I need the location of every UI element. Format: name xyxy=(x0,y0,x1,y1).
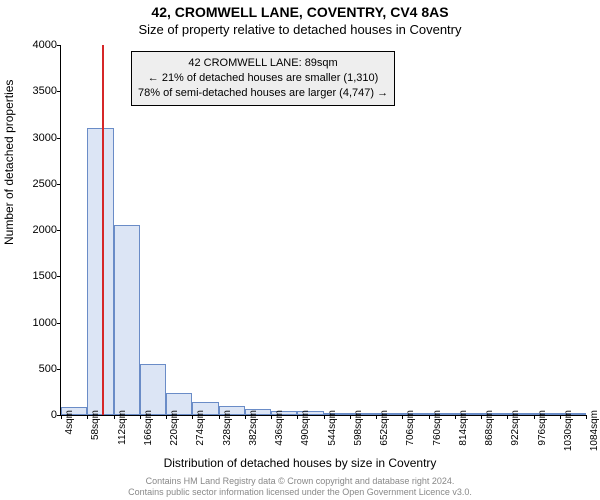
x-tick-label: 112sqm xyxy=(117,410,128,445)
x-tick-mark xyxy=(245,415,246,419)
x-tick-mark xyxy=(481,415,482,419)
x-tick-label: 544sqm xyxy=(327,410,338,446)
y-tick-label: 500 xyxy=(23,363,57,375)
x-tick-label: 490sqm xyxy=(300,410,311,446)
x-tick-mark xyxy=(192,415,193,419)
x-tick-mark xyxy=(114,415,115,419)
x-tick-mark xyxy=(376,415,377,419)
x-tick-mark xyxy=(429,415,430,419)
y-tick-mark xyxy=(57,138,61,139)
y-tick-mark xyxy=(57,91,61,92)
x-tick-mark xyxy=(166,415,167,419)
x-tick-mark xyxy=(586,415,587,419)
footer-line1: Contains HM Land Registry data © Crown c… xyxy=(0,476,600,487)
x-axis-label: Distribution of detached houses by size … xyxy=(0,456,600,470)
x-tick-mark xyxy=(324,415,325,419)
x-tick-mark xyxy=(87,415,88,419)
x-tick-mark xyxy=(455,415,456,419)
x-tick-mark xyxy=(350,415,351,419)
x-tick-label: 652sqm xyxy=(379,410,390,446)
y-tick-label: 1500 xyxy=(23,270,57,282)
x-tick-label: 1030sqm xyxy=(563,410,574,451)
x-tick-mark xyxy=(534,415,535,419)
x-tick-label: 436sqm xyxy=(274,410,285,446)
y-tick-mark xyxy=(57,276,61,277)
x-tick-mark xyxy=(560,415,561,419)
plot-area: 42 CROMWELL LANE: 89sqm ← 21% of detache… xyxy=(60,45,586,416)
y-tick-label: 4000 xyxy=(23,39,57,51)
y-tick-mark xyxy=(57,323,61,324)
y-tick-label: 2500 xyxy=(23,178,57,190)
footer-attribution: Contains HM Land Registry data © Crown c… xyxy=(0,476,600,498)
y-tick-label: 0 xyxy=(23,409,57,421)
x-tick-label: 814sqm xyxy=(458,410,469,446)
x-tick-label: 760sqm xyxy=(432,410,443,446)
x-tick-mark xyxy=(402,415,403,419)
x-tick-label: 922sqm xyxy=(510,410,521,446)
x-tick-label: 58sqm xyxy=(90,410,101,440)
y-tick-mark xyxy=(57,45,61,46)
annotation-line1: 42 CROMWELL LANE: 89sqm xyxy=(138,56,388,71)
title-address: 42, CROMWELL LANE, COVENTRY, CV4 8AS xyxy=(0,4,600,20)
annotation-box: 42 CROMWELL LANE: 89sqm ← 21% of detache… xyxy=(131,51,395,106)
x-tick-mark xyxy=(271,415,272,419)
footer-line2: Contains public sector information licen… xyxy=(0,487,600,498)
x-tick-label: 274sqm xyxy=(195,410,206,446)
x-tick-mark xyxy=(219,415,220,419)
annotation-line2: ← 21% of detached houses are smaller (1,… xyxy=(138,71,388,86)
title-subtitle: Size of property relative to detached ho… xyxy=(0,22,600,37)
y-tick-label: 3000 xyxy=(23,132,57,144)
x-tick-label: 382sqm xyxy=(248,410,259,446)
y-tick-mark xyxy=(57,184,61,185)
x-tick-label: 598sqm xyxy=(353,410,364,446)
x-tick-label: 4sqm xyxy=(64,410,75,434)
y-tick-label: 1000 xyxy=(23,317,57,329)
x-tick-label: 706sqm xyxy=(405,410,416,446)
x-tick-mark xyxy=(297,415,298,419)
x-tick-label: 328sqm xyxy=(222,410,233,446)
y-tick-label: 3500 xyxy=(23,85,57,97)
x-tick-label: 868sqm xyxy=(484,410,495,446)
annotation-line3: 78% of semi-detached houses are larger (… xyxy=(138,86,388,101)
y-tick-label: 2000 xyxy=(23,224,57,236)
histogram-bar xyxy=(140,364,166,415)
chart-container: 42, CROMWELL LANE, COVENTRY, CV4 8AS Siz… xyxy=(0,0,600,500)
histogram-bar xyxy=(114,225,140,415)
y-axis-label: Number of detached properties xyxy=(2,80,16,245)
x-tick-label: 166sqm xyxy=(143,410,154,446)
x-tick-mark xyxy=(507,415,508,419)
x-tick-label: 1084sqm xyxy=(589,410,600,451)
property-marker-line xyxy=(102,45,104,415)
x-tick-mark xyxy=(61,415,62,419)
histogram-bar xyxy=(87,128,113,415)
x-tick-mark xyxy=(140,415,141,419)
x-tick-label: 220sqm xyxy=(169,410,180,446)
x-tick-label: 976sqm xyxy=(537,410,548,446)
y-tick-mark xyxy=(57,369,61,370)
y-tick-mark xyxy=(57,230,61,231)
